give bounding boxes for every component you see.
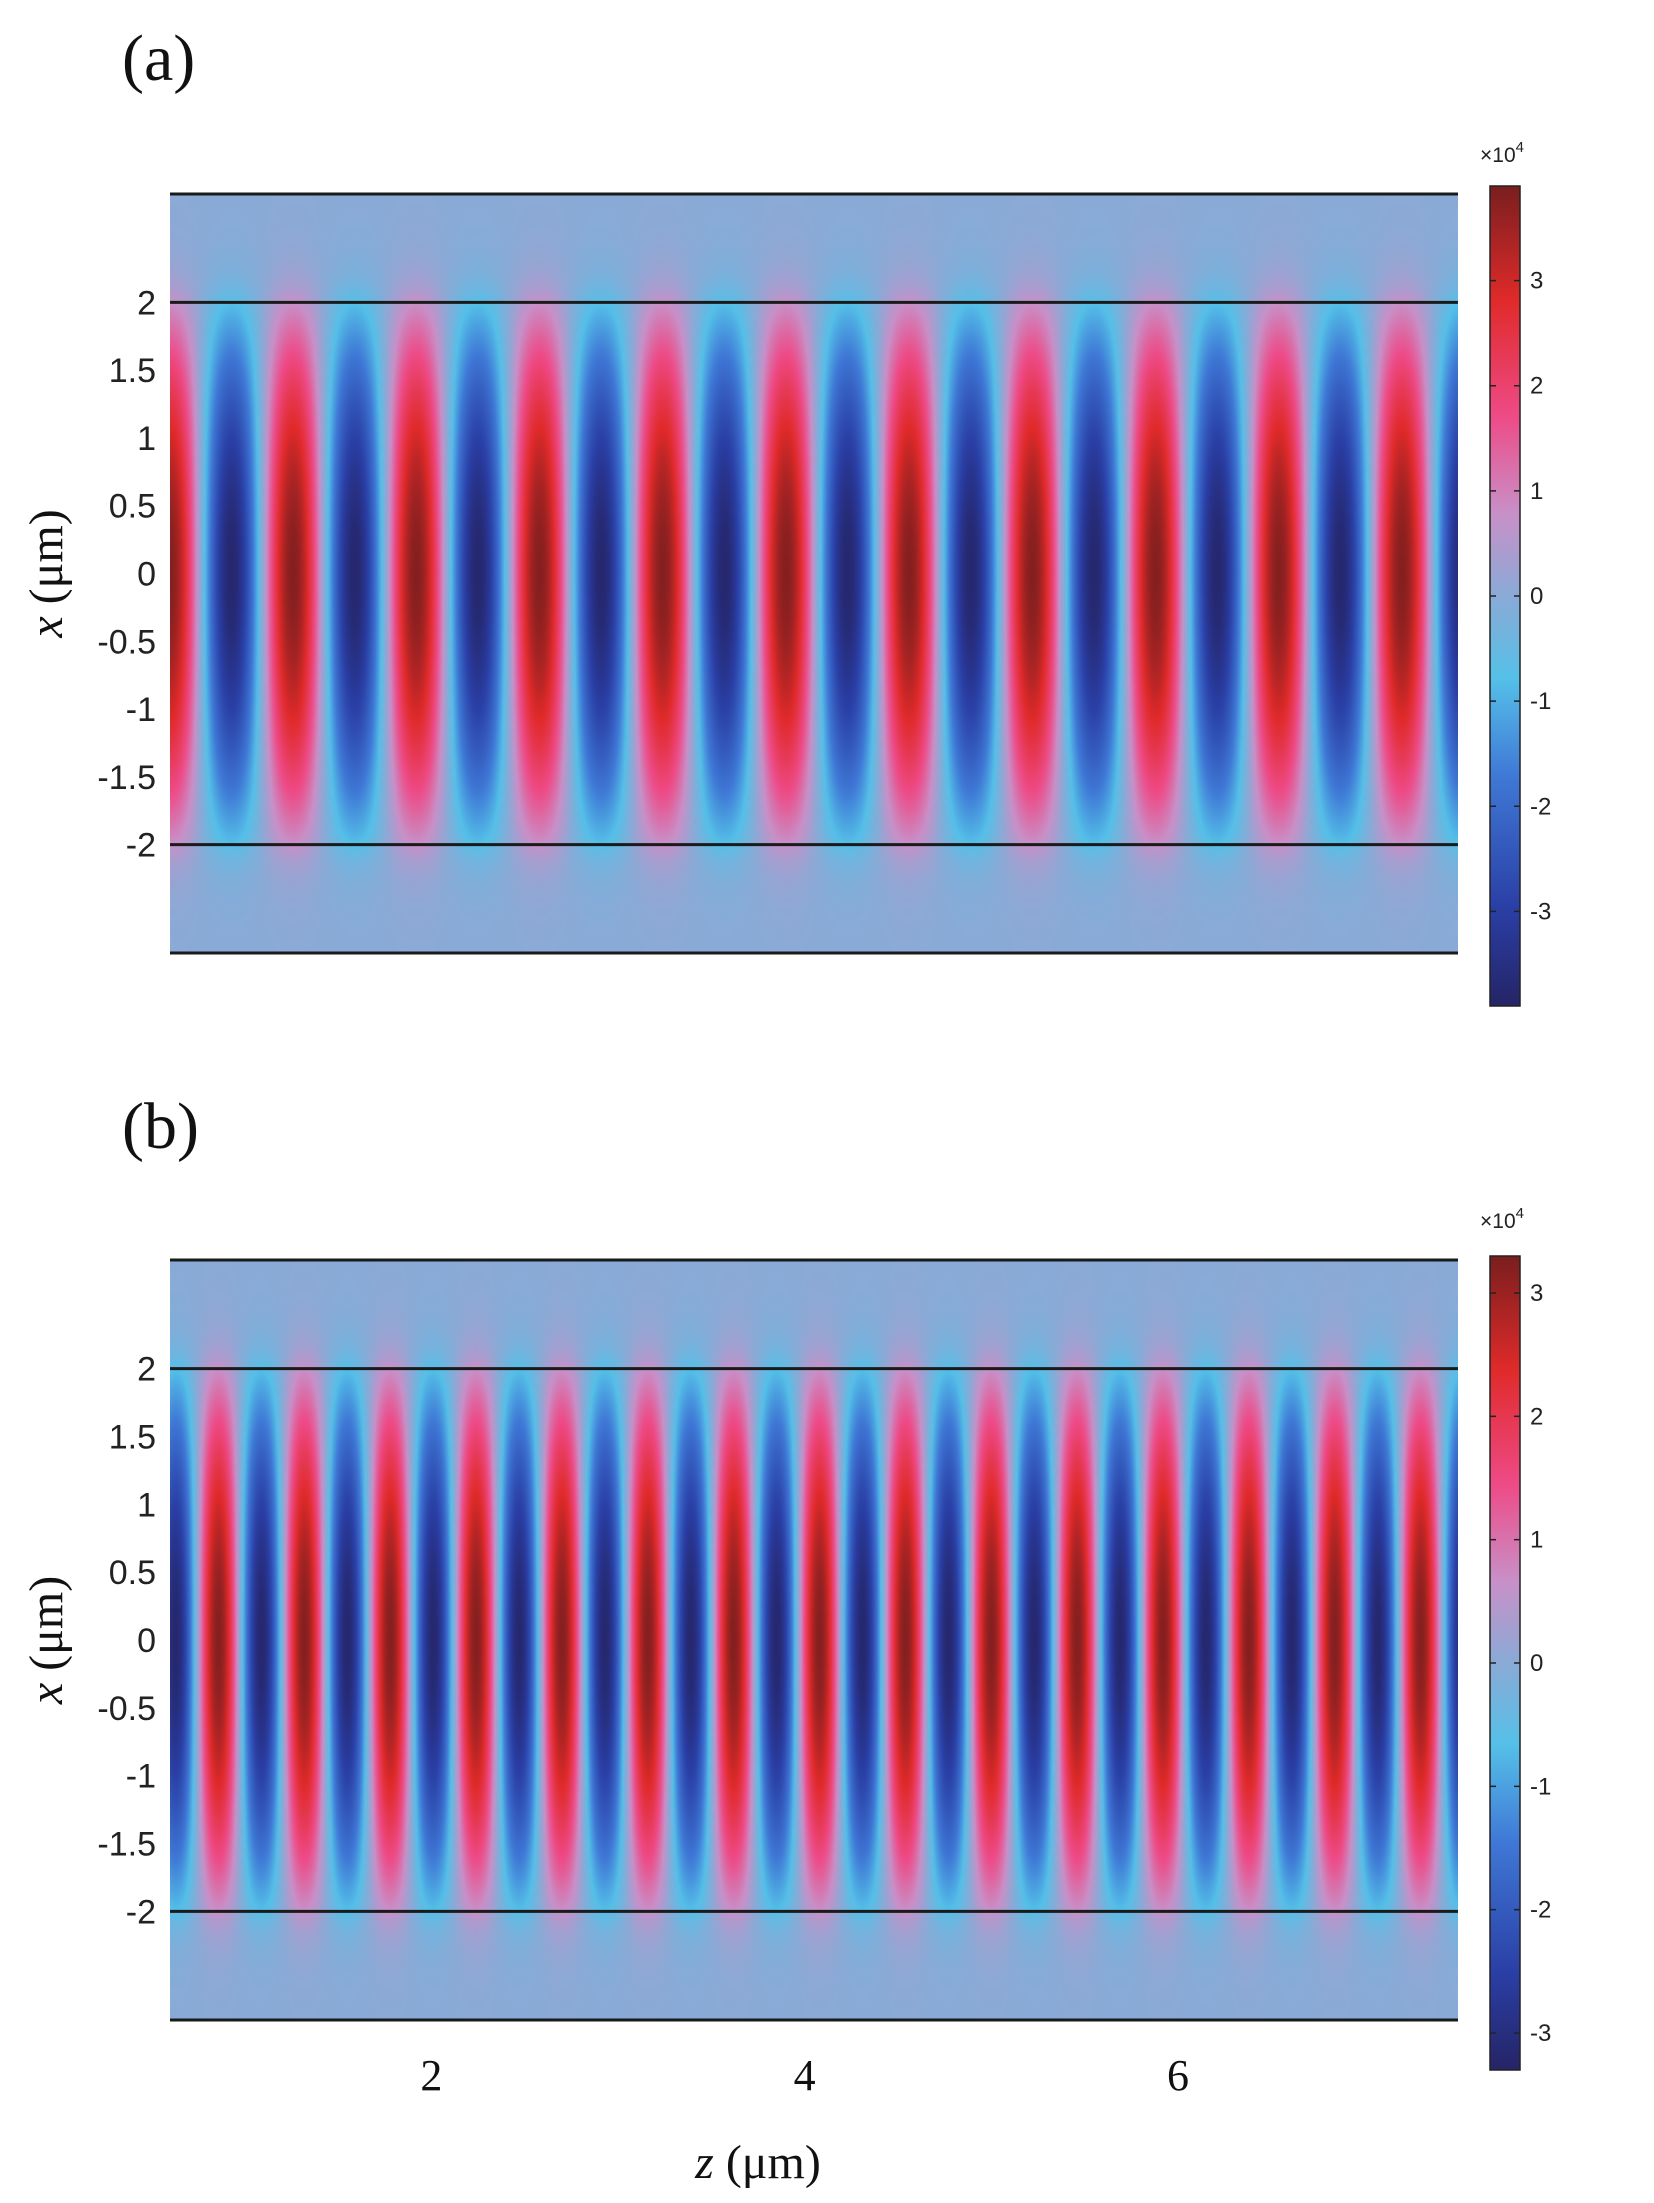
y-tick-label: -1 [126, 691, 156, 729]
panel-b: (b) 2 1.5 1 0.5 0 -0.5 -1 -1.5 -2 x (μm) 3 2 1 0 -1 -2 -3… [20, 1090, 1551, 2100]
y-tick-label: 1.5 [109, 352, 156, 390]
field-heatmap [170, 1260, 1458, 2020]
y-tick-label: -2 [126, 827, 156, 865]
colorbar-tick-label: -2 [1530, 1897, 1551, 1924]
y-tick-label: 1 [137, 420, 156, 458]
panel-label: (b) [122, 1090, 199, 1163]
y-axis-label: x (μm) [20, 1576, 73, 1705]
x-tick-label: 6 [1167, 2051, 1189, 2100]
colorbar-tick-label: 2 [1530, 373, 1543, 400]
y-tick-label: 0.5 [109, 1554, 156, 1592]
colorbar-multiplier: ×104 [1480, 139, 1524, 167]
y-tick-label: -1.5 [97, 759, 156, 797]
colorbar-tick-label: 0 [1530, 1650, 1543, 1677]
panel-label: (a) [122, 22, 195, 95]
y-tick-label: 0.5 [109, 488, 156, 526]
colorbar-tick-label: 3 [1530, 268, 1543, 295]
colorbar-tick-label: -3 [1530, 2020, 1551, 2047]
colorbar-tick-label: 1 [1530, 478, 1543, 505]
y-tick-label: 1.5 [109, 1418, 156, 1456]
y-tick-label: -2 [126, 1893, 156, 1931]
y-tick-label: 2 [137, 1351, 156, 1389]
colorbar-multiplier: ×104 [1480, 1205, 1524, 1233]
field-heatmap [170, 194, 1458, 953]
y-tick-label: -0.5 [97, 1690, 156, 1728]
y-tick-label: 0 [137, 556, 156, 594]
colorbar-tick-label: -1 [1530, 1773, 1551, 1800]
y-tick-label: 1 [137, 1486, 156, 1524]
colorbar-tick-label: 0 [1530, 583, 1543, 610]
panel-a: (a) 2 1.5 1 0.5 0 -0.5 -1 -1.5 -2 x (μm) 3 2 1 0 -1 -2 -3… [20, 22, 1551, 1007]
colorbar-tick-label: -2 [1530, 793, 1551, 820]
colorbar-tick-label: -3 [1530, 898, 1551, 925]
y-tick-label: 2 [137, 284, 156, 322]
colorbar-tick-label: 2 [1530, 1403, 1543, 1430]
colorbar-tick-label: -1 [1530, 688, 1551, 715]
y-tick-label: -0.5 [97, 623, 156, 661]
panels: (a) 2 1.5 1 0.5 0 -0.5 -1 -1.5 -2 x (μm) 3 2 1 0 -1 -2 -3… [20, 22, 1551, 2100]
y-tick-label: 0 [137, 1622, 156, 1660]
y-axis-label: x (μm) [20, 509, 73, 638]
x-tick-label: 4 [794, 2051, 816, 2100]
y-tick-label: -1 [126, 1758, 156, 1796]
y-tick-label: -1.5 [97, 1826, 156, 1864]
x-axis-label: z (μm) [694, 2136, 821, 2189]
colorbar-tick-label: 3 [1530, 1280, 1543, 1307]
colorbar-tick-label: 1 [1530, 1527, 1543, 1554]
x-tick-label: 2 [420, 2051, 442, 2100]
